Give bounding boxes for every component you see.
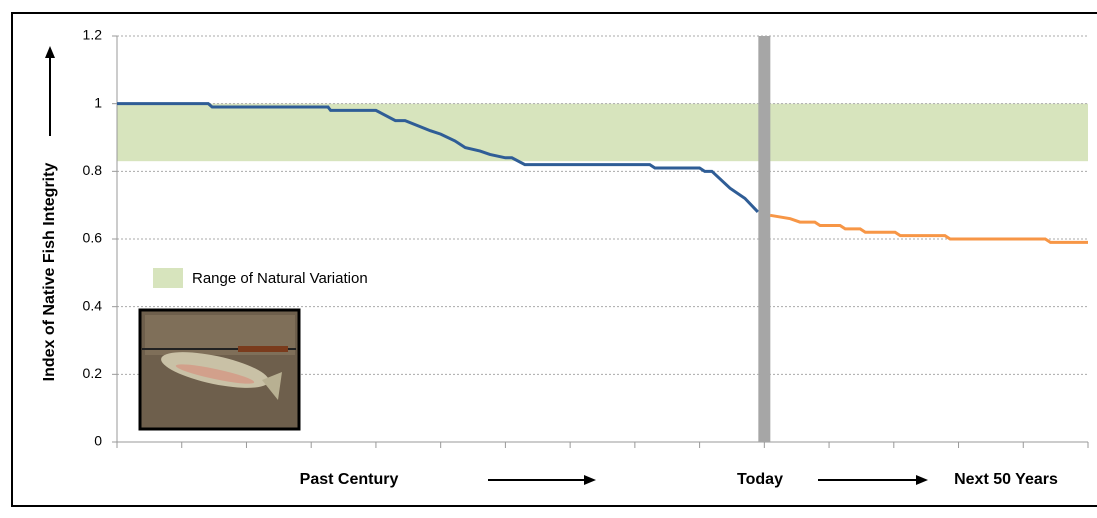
photo (140, 310, 299, 429)
y-tick-label: 0.2 (83, 365, 103, 381)
today-bar (758, 36, 770, 442)
y-arrow-head (45, 46, 55, 58)
y-tick-label: 0.4 (83, 297, 103, 313)
y-tick-label: 0.8 (83, 162, 103, 178)
frame (12, 13, 1097, 506)
y-tick-label: 1.2 (83, 27, 103, 43)
band (117, 104, 1088, 162)
chart: Index of Native Fish Integrity Range of … (0, 0, 1097, 518)
arrow-head (916, 475, 928, 485)
legend-label: Range of Natural Variation (192, 270, 368, 287)
arrow-head (584, 475, 596, 485)
x-label: Past Century (300, 471, 399, 488)
y-tick-label: 0.6 (83, 230, 103, 246)
line-series (770, 215, 1088, 242)
y-axis-label: Index of Native Fish Integrity (41, 163, 58, 382)
y-tick-label: 0 (94, 433, 102, 449)
legend-swatch (153, 268, 183, 288)
x-label: Next 50 Years (954, 471, 1058, 488)
y-tick-label: 1 (94, 94, 102, 110)
x-label: Today (737, 471, 783, 488)
